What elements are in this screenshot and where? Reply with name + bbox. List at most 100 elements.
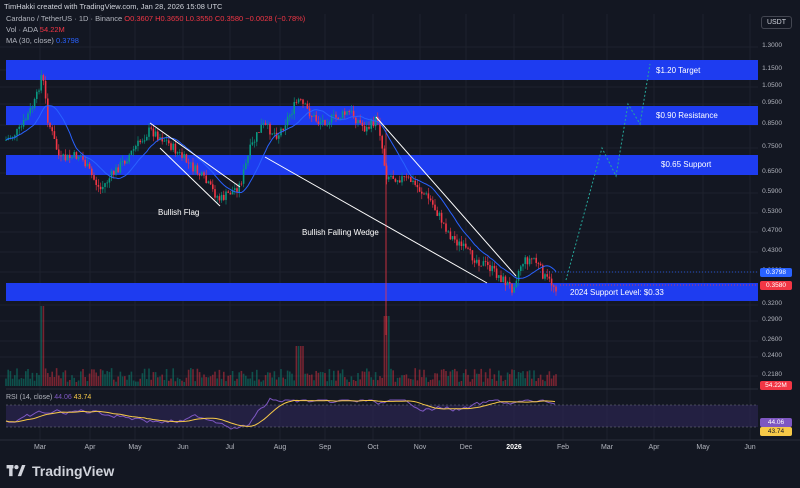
volume-bar bbox=[212, 374, 214, 386]
candle-body bbox=[550, 278, 553, 286]
volume-bar bbox=[399, 377, 401, 386]
candle-body bbox=[526, 257, 529, 265]
candle-body bbox=[91, 168, 93, 176]
volume-bar bbox=[108, 371, 111, 386]
volume-bar bbox=[242, 373, 245, 386]
volume-bar bbox=[535, 381, 537, 386]
candle-body bbox=[16, 128, 18, 136]
symbol-name: Cardano / TetherUS · 1D · Binance bbox=[6, 14, 123, 23]
candle-body bbox=[44, 80, 47, 99]
candle-body bbox=[405, 176, 408, 178]
volume-bar bbox=[344, 377, 346, 386]
candle-body bbox=[443, 222, 445, 224]
volume-bar bbox=[359, 379, 361, 386]
candle-body bbox=[75, 152, 78, 159]
volume-bar bbox=[357, 373, 359, 386]
volume-bar bbox=[280, 369, 282, 386]
candle-body bbox=[335, 114, 337, 118]
volume-bar bbox=[443, 369, 445, 386]
time-axis-label: Nov bbox=[413, 444, 427, 451]
volume-bar bbox=[159, 376, 161, 386]
volume-bar bbox=[504, 379, 507, 386]
volume-bar bbox=[240, 370, 243, 386]
candle-body bbox=[478, 259, 480, 266]
candle-body bbox=[95, 179, 97, 185]
rsi-legend[interactable]: RSI (14, close) 44.06 43.74 bbox=[6, 394, 91, 401]
volume-bar bbox=[493, 374, 496, 386]
candle-body bbox=[502, 276, 504, 283]
candle-body bbox=[467, 247, 469, 249]
volume-bar bbox=[256, 369, 258, 386]
volume-legend[interactable]: Vol · ADA 54.22M bbox=[6, 25, 65, 34]
volume-bar bbox=[429, 379, 432, 386]
volume-bar bbox=[119, 371, 122, 386]
volume-bar bbox=[106, 371, 108, 386]
candle-body bbox=[117, 167, 119, 173]
candle-body bbox=[491, 265, 493, 272]
symbol-legend[interactable]: Cardano / TetherUS · 1D · Binance O0.360… bbox=[6, 14, 305, 23]
volume-bar bbox=[58, 375, 60, 386]
volume-label: Vol · ADA bbox=[6, 25, 38, 34]
candle-body bbox=[115, 167, 117, 175]
volume-bar bbox=[385, 316, 388, 386]
volume-bar bbox=[236, 378, 238, 386]
candle-body bbox=[524, 257, 526, 264]
volume-bar bbox=[473, 369, 476, 386]
candle-body bbox=[313, 115, 315, 117]
candle-body bbox=[31, 107, 34, 109]
volume-bar bbox=[209, 376, 212, 386]
candle-body bbox=[520, 266, 522, 271]
volume-bar bbox=[20, 378, 23, 386]
candle-body bbox=[201, 172, 203, 176]
volume-bar bbox=[38, 375, 40, 386]
volume-bar bbox=[174, 381, 177, 386]
volume-bar bbox=[214, 371, 216, 386]
volume-bar bbox=[396, 377, 399, 386]
volume-bar bbox=[141, 373, 144, 386]
volume-bar bbox=[135, 381, 137, 386]
ma-price-tag: 0.3798 bbox=[760, 268, 792, 277]
price-axis-label: 0.2400 bbox=[762, 352, 782, 359]
candle-body bbox=[487, 261, 489, 266]
time-axis-label: Oct bbox=[367, 444, 379, 451]
candle-body bbox=[495, 268, 498, 278]
candle-body bbox=[368, 126, 370, 129]
candle-body bbox=[69, 154, 71, 158]
volume-bar bbox=[95, 372, 97, 386]
volume-bar bbox=[253, 380, 256, 386]
volume-bar bbox=[289, 371, 291, 386]
candle-body bbox=[247, 155, 249, 164]
candle-body bbox=[207, 181, 210, 184]
candle-body bbox=[258, 132, 260, 133]
ma-legend[interactable]: MA (30, close) 0.3798 bbox=[6, 36, 79, 45]
volume-bar bbox=[115, 381, 117, 386]
candle-body bbox=[209, 181, 212, 185]
volume-bar bbox=[269, 372, 271, 386]
volume-bar bbox=[337, 370, 339, 386]
time-axis-label: Sep bbox=[318, 444, 332, 451]
candle-body bbox=[128, 154, 130, 162]
ma-label: MA (30, close) bbox=[6, 36, 54, 45]
time-axis-label: May bbox=[128, 444, 142, 451]
volume-bar bbox=[176, 377, 179, 386]
volume-bar bbox=[555, 374, 557, 386]
volume-bar bbox=[93, 369, 95, 386]
volume-bar bbox=[198, 372, 201, 386]
candle-body bbox=[454, 236, 456, 240]
time-axis-label: Mar bbox=[600, 444, 614, 451]
zone-resistance-0-90 bbox=[6, 106, 758, 125]
candle-body bbox=[482, 261, 485, 266]
candle-body bbox=[427, 193, 430, 199]
volume-bar bbox=[330, 380, 333, 386]
currency-button[interactable]: USDT bbox=[760, 16, 792, 29]
volume-bar bbox=[262, 380, 265, 386]
volume-bar bbox=[203, 374, 205, 386]
candle-body bbox=[392, 175, 394, 179]
candle-body bbox=[93, 175, 95, 180]
candle-body bbox=[286, 116, 289, 126]
volume-bar bbox=[275, 379, 278, 386]
tradingview-brand[interactable]: TradingView bbox=[6, 463, 114, 479]
candle-body bbox=[253, 141, 256, 143]
